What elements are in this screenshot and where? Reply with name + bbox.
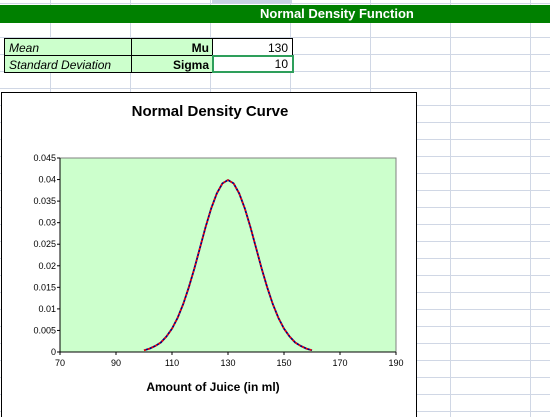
axes-group: 0 0.005 0.01 0.015 0.02 0.025 0.03 0.035 0.04 0.0… — [33, 153, 403, 368]
x-tick-label: 70 — [55, 358, 65, 368]
series-layer — [143, 178, 313, 352]
y-tick-label: 0.015 — [33, 282, 56, 292]
sheet-title: Normal Density Function — [260, 6, 414, 21]
plot-area[interactable] — [59, 157, 397, 353]
mean-label-cell[interactable]: Mean — [4, 38, 132, 56]
x-axis-title: Amount of Juice (in ml) — [146, 380, 280, 394]
y-tick-label: 0.035 — [33, 196, 56, 206]
x-tick-label: 90 — [111, 358, 121, 368]
y-tick-label: 0.01 — [38, 304, 56, 314]
y-tick-label: 0.025 — [33, 239, 56, 249]
sd-value-cell-selected[interactable]: 10 — [212, 55, 294, 73]
y-tick-label: 0.02 — [38, 261, 56, 271]
y-tick-label: 0.04 — [38, 175, 56, 185]
sd-label-cell[interactable]: Standard Deviation — [4, 55, 132, 73]
y-tick-label: 0.045 — [33, 153, 56, 163]
sigma-symbol-cell[interactable]: Sigma — [131, 55, 213, 73]
title-bar: Normal Density Function — [0, 5, 550, 23]
y-tick-label: 0.005 — [33, 325, 56, 335]
mean-value-cell[interactable]: 130 — [212, 38, 293, 56]
y-tick-label: 0 — [51, 347, 56, 357]
mu-symbol-cell[interactable]: Mu — [131, 38, 213, 56]
x-tick-label: 170 — [332, 358, 347, 368]
chart-area[interactable]: Normal Density Curve 0 0.005 0.01 0.015 0.02… — [1, 92, 417, 417]
x-tick-label: 190 — [388, 358, 403, 368]
y-tick-label: 0.03 — [38, 218, 56, 228]
x-tick-label: 130 — [220, 358, 235, 368]
column-header-stub — [212, 0, 292, 4]
chart-svg: 0 0.005 0.01 0.015 0.02 0.025 0.03 0.035 0.04 0.0… — [33, 153, 403, 368]
chart-title: Normal Density Curve — [131, 103, 289, 120]
x-tick-label: 110 — [165, 358, 179, 368]
series-line-overlay[interactable] — [143, 179, 313, 352]
x-tick-label: 150 — [276, 358, 291, 368]
